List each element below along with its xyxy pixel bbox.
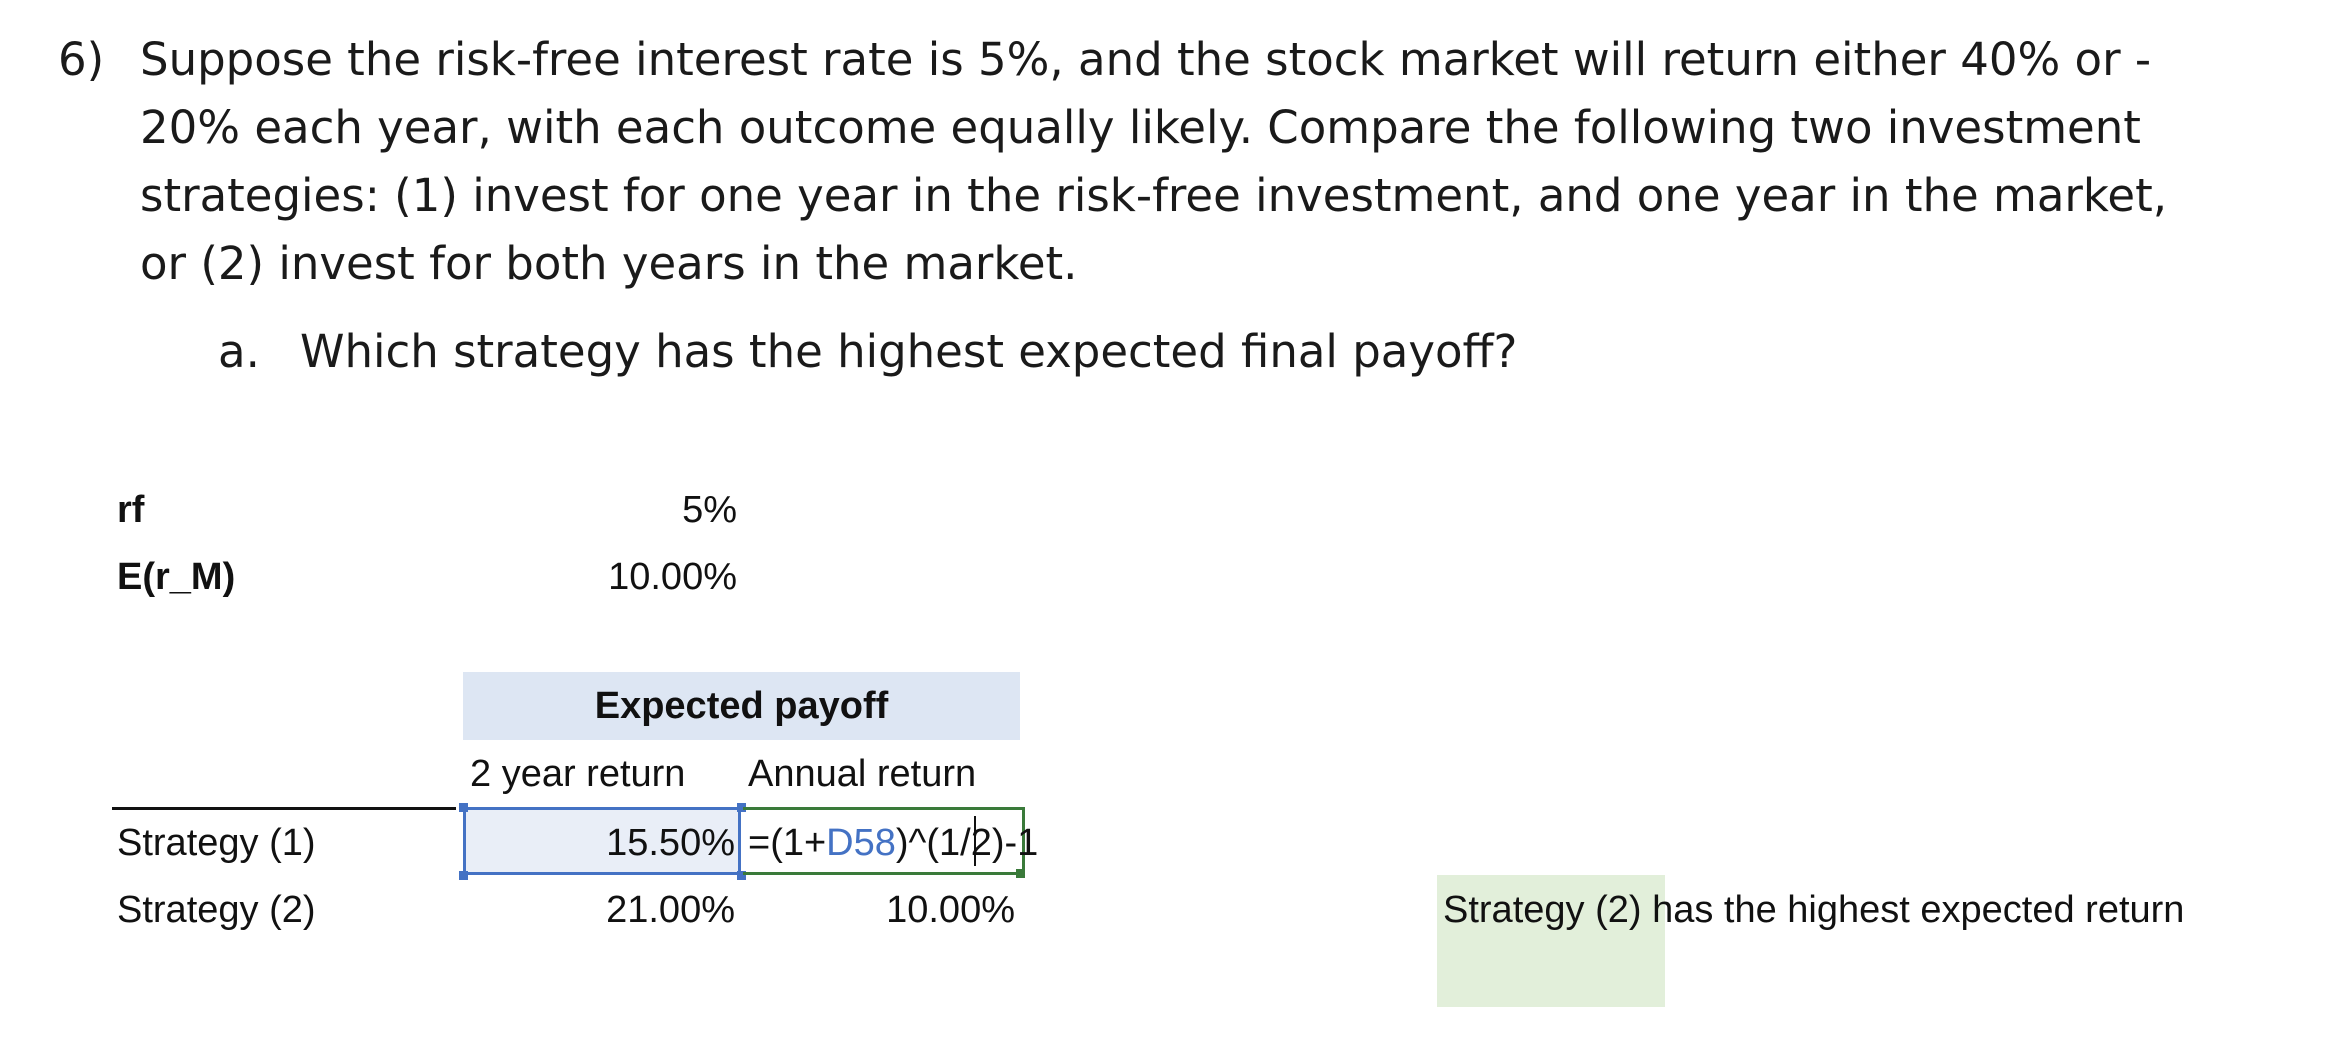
table-header[interactable]: Expected payoff — [594, 685, 889, 727]
erm-label[interactable]: E(r_M) — [117, 556, 236, 598]
editing-cell-e58[interactable] — [743, 807, 1025, 875]
formula-reference: D58 — [826, 822, 896, 864]
selection-handle[interactable] — [737, 871, 746, 880]
text-cursor — [974, 816, 976, 866]
row-label-strategy-1[interactable]: Strategy (1) — [117, 822, 316, 864]
rf-value-cell[interactable]: 5% — [682, 489, 737, 531]
fill-handle[interactable] — [1016, 869, 1025, 878]
selection-handle[interactable] — [737, 803, 746, 812]
column-header-annual[interactable]: Annual return — [748, 753, 977, 795]
strategy-2-two-year-value[interactable]: 21.00% — [606, 889, 735, 931]
question-text: Suppose the risk-free interest rate is 5… — [140, 26, 2168, 298]
table-rule — [112, 807, 456, 810]
question-line: or (2) invest for both years in the mark… — [140, 237, 1078, 290]
question-number: 6) — [58, 33, 105, 86]
selected-cell-d58[interactable] — [463, 807, 741, 875]
subquestion-text: Which strategy has the highest expected … — [300, 325, 1518, 378]
column-header-2yr[interactable]: 2 year return — [470, 753, 686, 795]
erm-value-cell[interactable]: 10.00% — [608, 556, 737, 598]
strategy-2-annual-value[interactable]: 10.00% — [886, 889, 1015, 931]
question-line: 20% each year, with each outcome equally… — [140, 101, 2141, 154]
conclusion-text[interactable]: Strategy (2) has the highest expected re… — [1443, 889, 2185, 931]
strategy-1-two-year-value[interactable]: 15.50% — [606, 822, 735, 864]
formula-prefix: =(1+ — [748, 822, 827, 864]
row-label-strategy-2[interactable]: Strategy (2) — [117, 889, 316, 931]
table-header-fill — [463, 672, 1020, 740]
subquestion-letter: a. — [218, 325, 260, 378]
rf-label[interactable]: rf — [117, 489, 145, 531]
question-line: Suppose the risk-free interest rate is 5… — [140, 33, 2152, 86]
selection-handle[interactable] — [459, 871, 468, 880]
conclusion-cell-fill — [1437, 875, 1665, 1007]
formula-in-cell[interactable]: =(1+D58)^(1/2)-1 — [748, 817, 1038, 869]
question-line: strategies: (1) invest for one year in t… — [140, 169, 2168, 222]
formula-suffix: )^(1/2)-1 — [895, 822, 1039, 864]
selection-handle[interactable] — [459, 803, 468, 812]
